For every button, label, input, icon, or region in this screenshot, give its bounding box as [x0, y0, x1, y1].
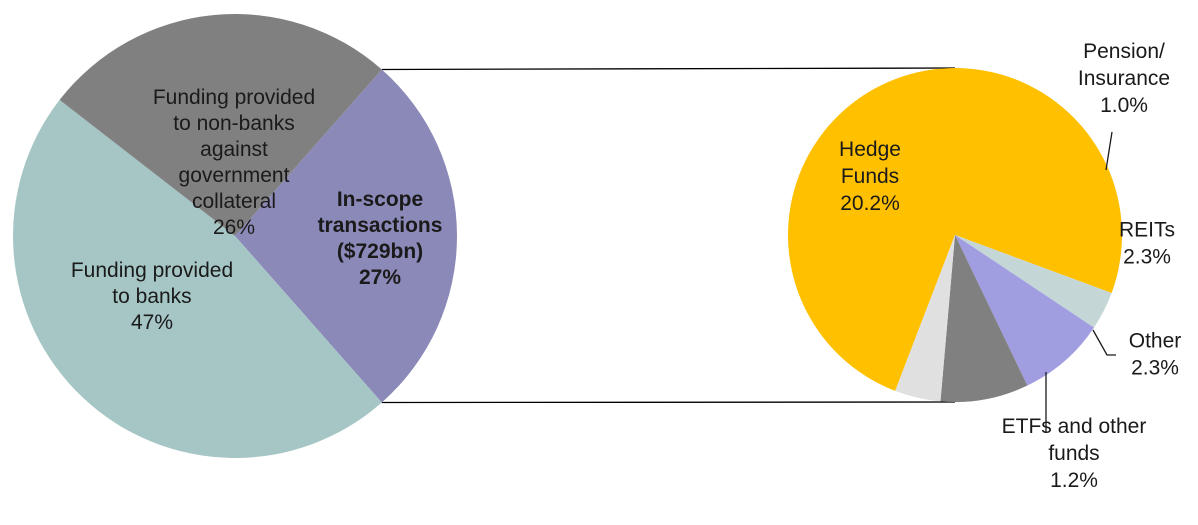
main-label-funding-provided: Funding provided to banks 47% [71, 259, 233, 334]
detail-label-pension: Pension/Insurance 1.0% [1078, 40, 1170, 117]
leader-lines [1045, 131, 1116, 433]
detail-label-etfs-and-other: ETFs and other funds 1.2% [1002, 415, 1147, 492]
detail-label-other: Other 2.3% [1129, 330, 1182, 380]
connector-bottom [381, 401, 956, 404]
detail-pie-slice-reits [955, 235, 1094, 386]
main-pie-slice-funding-provided [13, 99, 382, 458]
detail-label-hedge: Hedge Funds 20.2% [839, 138, 901, 215]
main-label-in-scope: In-scope transactions ($729bn) 27% [318, 188, 443, 289]
detail-pie-slice-other [940, 235, 1028, 402]
leader-line-pension [1105, 131, 1113, 171]
main-pie-slice-in-scope [235, 69, 457, 403]
main-pie [13, 14, 457, 458]
detail-pie [787, 68, 1122, 402]
slice-labels: In-scope transactions ($729bn) 27%Funding p… [71, 40, 1181, 492]
detail-pie-slice-hedge [787, 68, 1122, 391]
detail-label-reits: REITs 2.3% [1119, 219, 1175, 269]
leader-line-other [1092, 329, 1116, 356]
detail-pie-slice-pension [955, 235, 1112, 328]
detail-pie-slice-etfs-and-other [895, 235, 955, 402]
connector-top [381, 67, 956, 71]
main-label-funding-provided: Funding provided to non-banks against gover… [153, 86, 315, 239]
connector-lines [381, 67, 956, 404]
main-pie-slice-funding-provided [59, 14, 382, 237]
